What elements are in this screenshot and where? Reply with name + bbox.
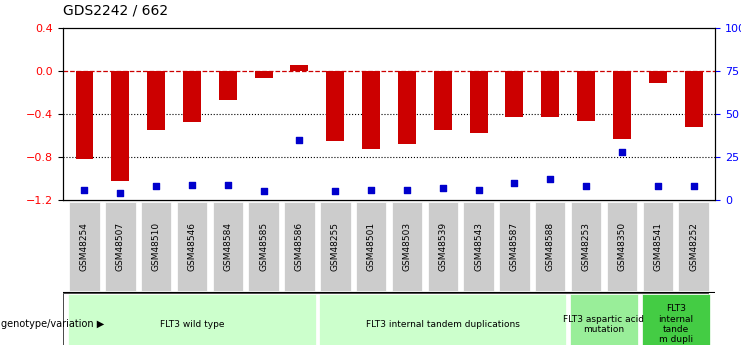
Bar (470, 71, 488, 133)
Point (186, 182, 198, 187)
Point (401, 187, 413, 193)
FancyBboxPatch shape (69, 202, 100, 292)
Point (545, 177, 556, 182)
Text: GSM48255: GSM48255 (330, 222, 340, 271)
Bar (613, 71, 631, 139)
Text: GSM48541: GSM48541 (654, 222, 662, 271)
FancyBboxPatch shape (642, 202, 673, 292)
Text: GSM48539: GSM48539 (438, 222, 448, 271)
Point (79, 187, 90, 193)
Point (222, 182, 233, 187)
Text: FLT3 internal tandem duplications: FLT3 internal tandem duplications (366, 320, 519, 329)
Bar (362, 71, 380, 149)
Bar (219, 71, 237, 100)
Point (365, 187, 377, 193)
Bar (111, 71, 129, 181)
FancyBboxPatch shape (356, 202, 386, 292)
Bar (398, 71, 416, 144)
Bar (577, 71, 595, 121)
Bar (433, 71, 452, 130)
Bar (326, 71, 345, 141)
Point (258, 189, 270, 194)
Bar (649, 71, 667, 82)
Point (150, 184, 162, 189)
Text: FLT3 wild type: FLT3 wild type (160, 320, 225, 329)
Point (652, 184, 664, 189)
Bar (76, 71, 93, 159)
Point (329, 189, 341, 194)
Text: GSM48507: GSM48507 (116, 222, 124, 271)
FancyBboxPatch shape (570, 295, 638, 345)
Text: GSM48584: GSM48584 (223, 222, 232, 271)
Point (437, 185, 449, 191)
FancyBboxPatch shape (248, 202, 279, 292)
FancyBboxPatch shape (571, 202, 601, 292)
Text: GSM48254: GSM48254 (80, 222, 89, 271)
FancyBboxPatch shape (642, 295, 710, 345)
Text: FLT3
internal
tande
m dupli: FLT3 internal tande m dupli (658, 304, 694, 344)
FancyBboxPatch shape (105, 202, 136, 292)
FancyBboxPatch shape (428, 202, 458, 292)
Text: GSM48586: GSM48586 (295, 222, 304, 271)
FancyBboxPatch shape (535, 202, 565, 292)
Point (114, 190, 126, 196)
Point (508, 180, 520, 186)
Bar (505, 71, 523, 117)
Point (616, 149, 628, 155)
FancyBboxPatch shape (68, 295, 316, 345)
Text: GSM48252: GSM48252 (689, 222, 698, 271)
Text: GSM48253: GSM48253 (582, 222, 591, 271)
Text: GSM48543: GSM48543 (474, 222, 483, 271)
Text: GSM48588: GSM48588 (546, 222, 555, 271)
FancyBboxPatch shape (213, 202, 243, 292)
Text: GSM48546: GSM48546 (187, 222, 196, 271)
Point (473, 187, 485, 193)
FancyBboxPatch shape (319, 295, 566, 345)
Text: GSM48510: GSM48510 (152, 222, 161, 271)
Point (580, 184, 592, 189)
Text: GSM48587: GSM48587 (510, 222, 519, 271)
FancyBboxPatch shape (63, 293, 708, 345)
FancyBboxPatch shape (463, 202, 494, 292)
FancyBboxPatch shape (678, 202, 709, 292)
Text: GSM48585: GSM48585 (259, 222, 268, 271)
Text: GSM48501: GSM48501 (367, 222, 376, 271)
FancyBboxPatch shape (177, 202, 207, 292)
FancyBboxPatch shape (285, 202, 315, 292)
FancyBboxPatch shape (392, 202, 422, 292)
FancyBboxPatch shape (320, 202, 350, 292)
FancyBboxPatch shape (141, 202, 171, 292)
FancyBboxPatch shape (499, 202, 530, 292)
FancyBboxPatch shape (607, 202, 637, 292)
Bar (290, 65, 308, 71)
Bar (685, 71, 702, 127)
Text: FLT3 aspartic acid
mutation: FLT3 aspartic acid mutation (563, 315, 645, 334)
Bar (147, 71, 165, 130)
Point (688, 184, 700, 189)
Bar (255, 71, 273, 78)
Text: GDS2242 / 662: GDS2242 / 662 (63, 3, 168, 17)
Point (293, 137, 305, 142)
Text: genotype/variation ▶: genotype/variation ▶ (1, 319, 104, 329)
Bar (541, 71, 559, 117)
Text: GSM48350: GSM48350 (617, 222, 626, 271)
Text: GSM48503: GSM48503 (402, 222, 411, 271)
Bar (183, 71, 201, 122)
